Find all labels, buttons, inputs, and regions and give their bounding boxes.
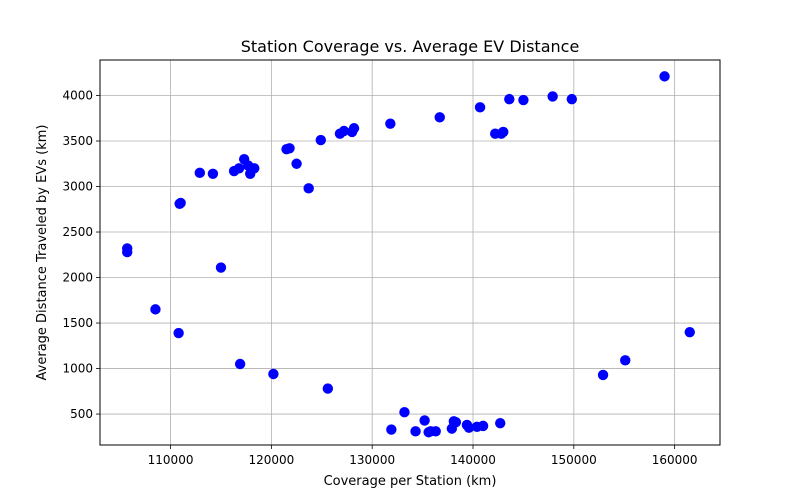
- data-point: [477, 420, 489, 432]
- x-tick-label: 160000: [652, 453, 698, 467]
- y-tick-label: 4000: [62, 88, 93, 102]
- x-tick-label: 150000: [551, 453, 597, 467]
- data-point: [399, 407, 410, 418]
- data-point: [150, 304, 161, 315]
- data-point: [659, 71, 670, 82]
- data-point: [194, 167, 206, 179]
- chart-title: Station Coverage vs. Average EV Distance: [241, 37, 580, 56]
- data-point: [385, 118, 396, 129]
- data-point: [207, 168, 219, 179]
- data-point: [315, 134, 326, 146]
- data-point: [291, 158, 302, 169]
- data-point: [233, 163, 245, 174]
- y-tick-label: 3500: [62, 134, 93, 148]
- data-point: [597, 369, 609, 381]
- data-points: [122, 71, 695, 438]
- y-tick-label: 1000: [62, 362, 93, 376]
- y-tick-label: 3000: [62, 180, 93, 194]
- data-point: [450, 417, 462, 428]
- data-point: [434, 112, 445, 123]
- data-point: [474, 102, 486, 113]
- data-point: [566, 93, 578, 105]
- data-point: [338, 125, 350, 137]
- y-tick-label: 2500: [62, 225, 93, 239]
- data-point: [175, 197, 186, 209]
- data-point: [348, 123, 360, 134]
- data-point: [122, 246, 133, 258]
- data-point: [173, 327, 184, 339]
- data-point: [620, 355, 631, 366]
- x-axis-title: Coverage per Station (km): [324, 474, 497, 489]
- x-tick-label: 120000: [248, 453, 294, 467]
- data-point: [284, 143, 295, 154]
- data-point: [684, 326, 695, 338]
- data-point: [430, 426, 441, 437]
- data-point: [303, 183, 314, 194]
- data-point: [268, 368, 279, 380]
- y-tick-label: 2000: [62, 271, 93, 285]
- grid: [100, 60, 720, 445]
- plot-frame: [99, 59, 721, 446]
- y-tick-label: 1500: [62, 316, 93, 330]
- data-point: [518, 94, 529, 106]
- y-tick-label: 500: [70, 407, 93, 421]
- data-point: [504, 93, 515, 105]
- y-axis-title: Average Distance Traveled by EVs (km): [35, 125, 50, 381]
- x-tick-label: 130000: [349, 453, 395, 467]
- data-point: [463, 422, 475, 433]
- data-point: [215, 262, 227, 273]
- axis-ticks: 110000 120000 130000 140000 150000 160000 500 1…: [62, 88, 697, 467]
- data-point: [419, 415, 430, 426]
- data-point: [322, 383, 334, 394]
- data-point: [249, 163, 260, 174]
- data-point: [410, 426, 421, 437]
- data-point: [547, 91, 558, 102]
- data-point: [234, 358, 246, 370]
- data-point: [495, 417, 506, 429]
- x-tick-label: 140000: [450, 453, 496, 467]
- data-point: [386, 424, 397, 435]
- x-tick-label: 110000: [148, 453, 194, 467]
- data-point: [498, 126, 509, 138]
